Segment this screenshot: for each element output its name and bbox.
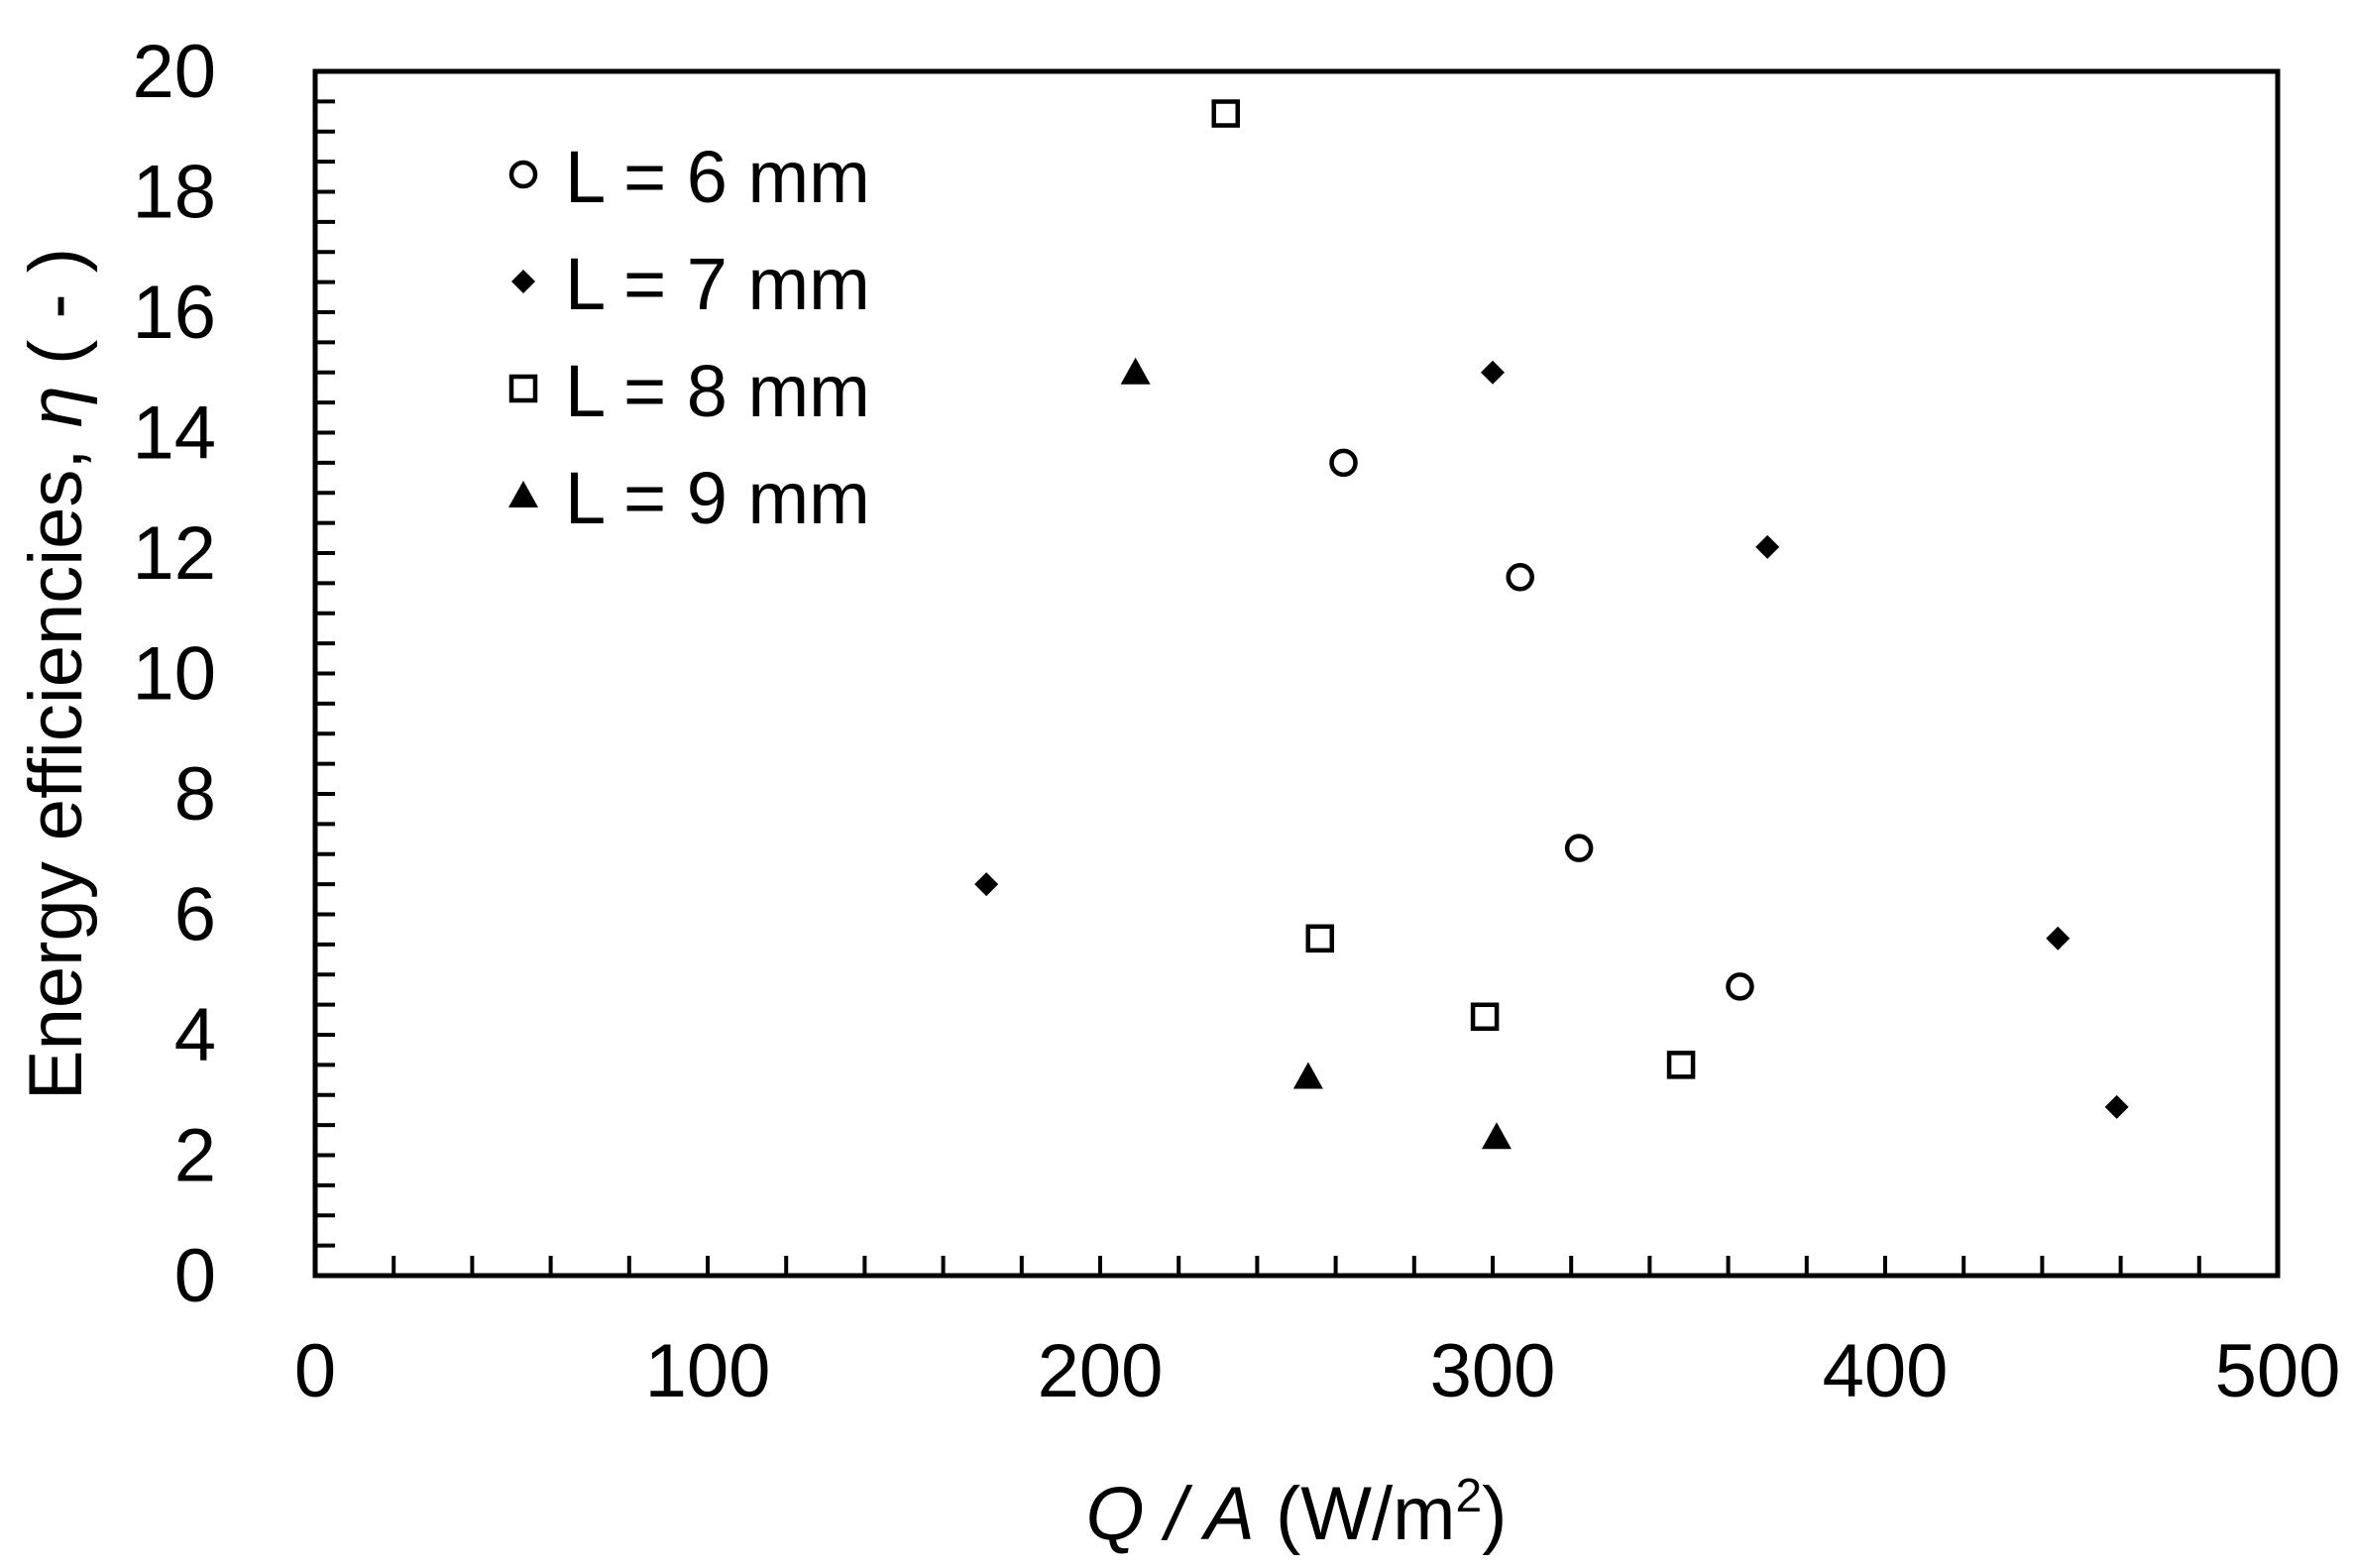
legend-marker-4	[508, 481, 538, 507]
data-point-series-4	[1120, 357, 1151, 385]
x-tick-label: 200	[1038, 1329, 1164, 1413]
x-tick-label: 400	[1823, 1329, 1949, 1413]
legend-label-1: L = 6 mm	[565, 136, 870, 218]
legend-label-3: L = 8 mm	[565, 350, 870, 432]
legend-marker-3	[508, 374, 538, 403]
data-point-series-2	[1481, 360, 1505, 385]
y-tick-label: 8	[174, 752, 216, 837]
data-point-series-4	[1481, 1122, 1512, 1150]
y-tick-label: 0	[174, 1234, 216, 1318]
y-tick-label: 16	[132, 271, 216, 355]
x-tick-label: 0	[294, 1329, 336, 1413]
y-tick-label: 10	[132, 632, 216, 717]
legend-label-4: L = 9 mm	[565, 457, 870, 539]
x-tick-label: 500	[2215, 1329, 2341, 1413]
data-point-series-1	[1506, 563, 1534, 592]
data-point-series-3	[1470, 1002, 1500, 1032]
data-point-series-3	[1211, 99, 1240, 128]
legend-marker-1	[508, 160, 538, 189]
y-tick-label: 14	[132, 392, 216, 476]
y-tick-label: 12	[132, 511, 216, 596]
y-axis-title: Energy efficiencies, η ( - )	[14, 248, 98, 1100]
data-point-series-2	[2104, 1094, 2129, 1119]
data-point-series-3	[1305, 924, 1335, 953]
x-axis-title: Q / A (W/m2)	[1086, 1470, 1508, 1556]
data-point-series-3	[1666, 1051, 1696, 1079]
x-tick-label: 100	[645, 1329, 771, 1413]
y-tick-label: 6	[174, 873, 216, 957]
data-points	[974, 99, 2129, 1150]
data-point-series-1	[1726, 972, 1754, 1001]
legend-label-2: L = 7 mm	[565, 243, 870, 325]
data-point-series-2	[1755, 534, 1780, 559]
y-tick-label: 2	[174, 1114, 216, 1198]
data-point-series-1	[1329, 448, 1358, 478]
y-tick-label: 18	[132, 151, 216, 235]
y-tick-label: 20	[132, 30, 216, 114]
x-tick-label: 300	[1430, 1329, 1556, 1413]
data-point-series-2	[2046, 926, 2071, 951]
data-point-series-2	[974, 872, 999, 897]
legend: L = 6 mm L = 7 mm L = 8 mm L = 9 mm	[508, 136, 870, 539]
data-point-series-1	[1564, 834, 1594, 862]
legend-marker-2	[511, 270, 535, 293]
data-point-series-4	[1292, 1062, 1323, 1089]
axis-ticks: 0 100 200 300 400 500 0 2 4 6 8 10 12 14 16 18 20	[132, 30, 2340, 1413]
y-tick-label: 4	[174, 993, 216, 1077]
